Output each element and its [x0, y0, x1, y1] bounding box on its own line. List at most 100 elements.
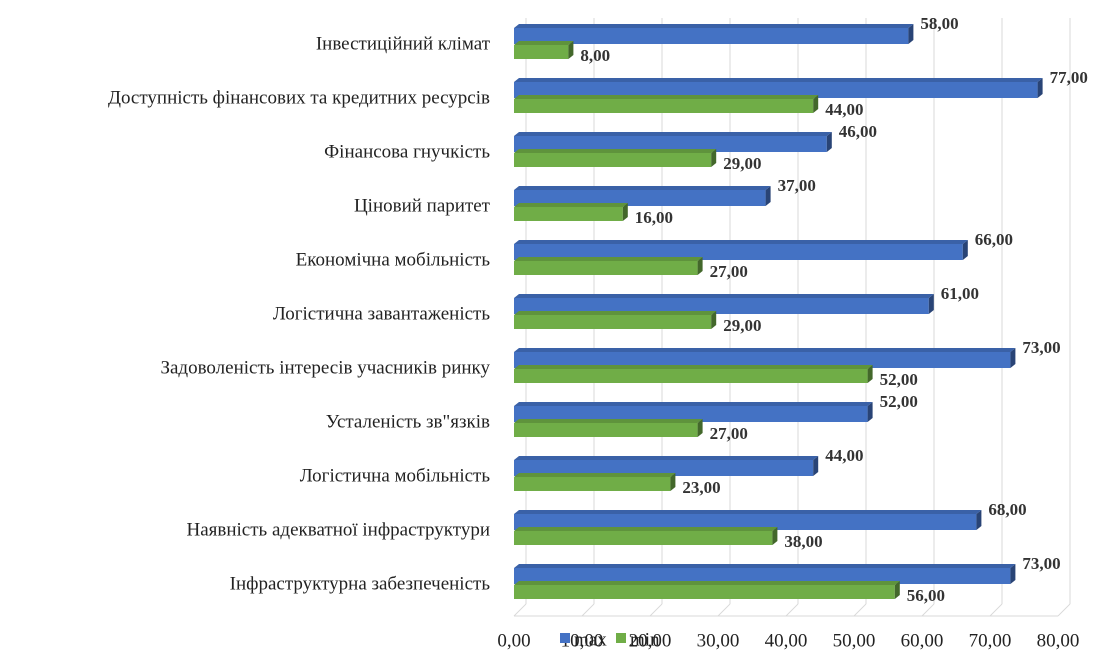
bar-front	[514, 352, 1011, 368]
grid-line	[921, 603, 935, 617]
bar	[514, 402, 873, 422]
x-tick-label: 70,00	[969, 630, 1012, 651]
data-label: 52,00	[880, 370, 918, 389]
bar	[514, 95, 819, 113]
bar-front	[514, 369, 868, 383]
bar-top	[514, 95, 819, 99]
bar-end	[928, 294, 934, 314]
bar-end	[1010, 564, 1016, 584]
category-label: Наявність адекватної інфраструктури	[187, 519, 491, 540]
data-label: 66,00	[975, 230, 1013, 249]
bar-end	[894, 581, 900, 599]
bar-front	[514, 406, 868, 422]
category-label: Фінансова гнучкість	[324, 141, 490, 162]
bar-front	[514, 460, 814, 476]
bar	[514, 581, 900, 599]
bar-end	[1037, 78, 1043, 98]
bar	[514, 311, 717, 329]
category-label: Логістична мобільність	[300, 465, 491, 486]
bar	[514, 24, 914, 44]
bar-end	[826, 132, 832, 152]
bar-front	[514, 423, 698, 437]
bar-front	[514, 531, 773, 545]
bar-front	[514, 136, 827, 152]
bar-end	[908, 24, 914, 44]
bar	[514, 456, 819, 476]
bar	[514, 132, 832, 152]
category-label: Логістична завантаженість	[273, 303, 491, 324]
bar-end	[697, 257, 703, 275]
bar-top	[514, 419, 703, 423]
bar-top	[514, 456, 819, 460]
bar-end	[976, 510, 982, 530]
grid-line	[649, 603, 663, 617]
bar-end	[670, 473, 676, 491]
data-label: 56,00	[907, 586, 945, 605]
data-label: 61,00	[941, 284, 979, 303]
bar-top	[514, 186, 771, 190]
bar-end	[813, 95, 819, 113]
grid-line	[513, 603, 527, 617]
legend-label: max	[574, 629, 607, 650]
bar-end	[962, 240, 968, 260]
category-label: Ціновий паритет	[354, 195, 491, 216]
bar-end	[765, 186, 771, 206]
bar	[514, 203, 628, 221]
bar-front	[514, 28, 909, 44]
x-tick-label: 60,00	[901, 630, 944, 651]
bar	[514, 348, 1016, 368]
bar-end	[711, 149, 717, 167]
bar-end	[867, 365, 873, 383]
bar-front	[514, 99, 814, 113]
data-label: 16,00	[635, 208, 673, 227]
bar-end	[813, 456, 819, 476]
bar-front	[514, 477, 671, 491]
bar-top	[514, 132, 832, 136]
bar	[514, 294, 934, 314]
grid-line	[1057, 603, 1071, 617]
bar-end	[568, 41, 574, 59]
bar-front	[514, 261, 698, 275]
data-label: 29,00	[723, 154, 761, 173]
bar-top	[514, 527, 778, 531]
bar-top	[514, 365, 873, 369]
data-label: 68,00	[988, 500, 1026, 519]
data-label: 23,00	[682, 478, 720, 497]
data-label: 73,00	[1022, 338, 1060, 357]
bar-top	[514, 402, 873, 406]
bar-end	[697, 419, 703, 437]
data-label: 8,00	[580, 46, 610, 65]
bar-top	[514, 348, 1016, 352]
bar	[514, 257, 703, 275]
bar-top	[514, 203, 628, 207]
bar	[514, 41, 574, 59]
bar-end	[867, 402, 873, 422]
bar-front	[514, 153, 712, 167]
bar-front	[514, 568, 1011, 584]
bar-top	[514, 311, 717, 315]
x-tick-label: 30,00	[697, 630, 740, 651]
data-label: 27,00	[710, 262, 748, 281]
bar	[514, 365, 873, 383]
bar-top	[514, 78, 1043, 82]
x-tick-label: 10,00	[561, 630, 604, 651]
bar	[514, 419, 703, 437]
bar	[514, 149, 717, 167]
category-label: Усталеність зв"язків	[326, 411, 490, 432]
bar	[514, 186, 771, 206]
data-label: 52,00	[880, 392, 918, 411]
grid-line	[581, 603, 595, 617]
bar	[514, 564, 1016, 584]
bar	[514, 78, 1043, 98]
bar-top	[514, 581, 900, 585]
data-label: 46,00	[839, 122, 877, 141]
bar	[514, 527, 778, 545]
bar	[514, 473, 676, 491]
legend-swatch	[616, 633, 626, 643]
category-label: Інвестиційний клімат	[316, 33, 491, 54]
bar-front	[514, 298, 929, 314]
grid-line	[785, 603, 799, 617]
data-label: 44,00	[825, 100, 863, 119]
data-label: 58,00	[920, 14, 958, 33]
data-label: 77,00	[1050, 68, 1088, 87]
